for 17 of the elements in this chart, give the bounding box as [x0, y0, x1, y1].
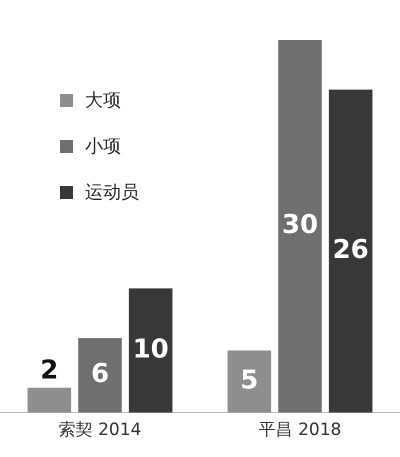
x-tick-label: 平昌 2018: [258, 420, 342, 440]
bar: [78, 338, 122, 413]
legend-label: 大项: [85, 89, 121, 112]
x-tick-label: 索契 2014: [58, 420, 142, 440]
bar: [28, 388, 72, 413]
legend-label: 运动员: [85, 181, 139, 204]
data-label: 10: [132, 334, 169, 364]
legend-label: 小项: [85, 135, 121, 158]
bar: [128, 288, 172, 413]
data-label: 26: [332, 234, 369, 265]
bar: [278, 40, 322, 413]
data-label: 2: [40, 356, 58, 386]
bar: [328, 90, 372, 413]
data-label: 30: [282, 210, 318, 240]
data-label: 5: [240, 365, 258, 396]
data-label: 6: [90, 359, 110, 390]
bar: [228, 350, 272, 413]
